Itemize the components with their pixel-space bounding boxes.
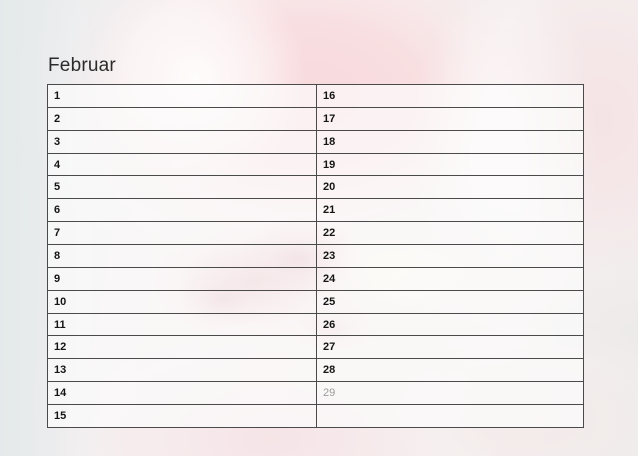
day-cell-right[interactable]: 20 <box>316 175 584 200</box>
day-cell-left[interactable]: 14 <box>47 381 317 406</box>
day-cell-right[interactable]: 23 <box>316 244 584 268</box>
day-cell-left[interactable]: 2 <box>47 106 317 131</box>
day-cell-left[interactable]: 3 <box>47 129 317 154</box>
table-row: 6 21 <box>47 198 584 223</box>
day-cell-left[interactable]: 5 <box>47 175 317 200</box>
day-cell-right[interactable]: 28 <box>316 358 584 383</box>
day-cell-left[interactable]: 11 <box>47 312 317 337</box>
day-cell-left[interactable]: 12 <box>47 335 317 360</box>
table-row: 1 16 <box>47 84 584 108</box>
table-row: 10 25 <box>47 289 584 314</box>
day-cell-right[interactable]: 25 <box>316 289 584 314</box>
day-cell-left[interactable]: 13 <box>47 358 317 383</box>
calendar-day-table: 1 16 2 17 3 18 4 19 5 20 6 21 7 22 8 23 9 24 10 25 11 26 12 27 1… <box>47 84 584 428</box>
day-cell-right[interactable]: 22 <box>316 221 584 246</box>
day-cell-right-empty[interactable] <box>316 404 584 428</box>
day-cell-right[interactable]: 26 <box>316 312 584 337</box>
day-cell-right[interactable]: 21 <box>316 198 584 223</box>
table-row: 13 28 <box>47 358 584 383</box>
day-cell-right[interactable]: 24 <box>316 266 584 291</box>
table-row: 4 19 <box>47 152 584 177</box>
day-cell-right[interactable]: 17 <box>316 106 584 131</box>
day-cell-left[interactable]: 15 <box>47 404 317 428</box>
day-cell-left[interactable]: 10 <box>47 289 317 314</box>
day-cell-right[interactable]: 19 <box>316 152 584 177</box>
table-row: 11 26 <box>47 312 584 337</box>
day-cell-left[interactable]: 7 <box>47 221 317 246</box>
table-row: 3 18 <box>47 129 584 154</box>
day-cell-right[interactable]: 29 <box>316 381 584 406</box>
day-cell-left[interactable]: 1 <box>47 84 317 108</box>
day-cell-left[interactable]: 6 <box>47 198 317 223</box>
day-cell-right[interactable]: 16 <box>316 84 584 108</box>
table-row: 14 29 <box>47 381 584 406</box>
day-cell-right[interactable]: 27 <box>316 335 584 360</box>
table-row: 2 17 <box>47 106 584 131</box>
table-row: 5 20 <box>47 175 584 200</box>
day-cell-left[interactable]: 4 <box>47 152 317 177</box>
table-row: 9 24 <box>47 266 584 291</box>
day-cell-left[interactable]: 9 <box>47 266 317 291</box>
page-title: Februar <box>48 55 116 76</box>
table-row: 7 22 <box>47 221 584 246</box>
table-row: 12 27 <box>47 335 584 360</box>
day-cell-right[interactable]: 18 <box>316 129 584 154</box>
table-row: 15 <box>47 404 584 428</box>
day-cell-left[interactable]: 8 <box>47 244 317 268</box>
table-row: 8 23 <box>47 244 584 268</box>
